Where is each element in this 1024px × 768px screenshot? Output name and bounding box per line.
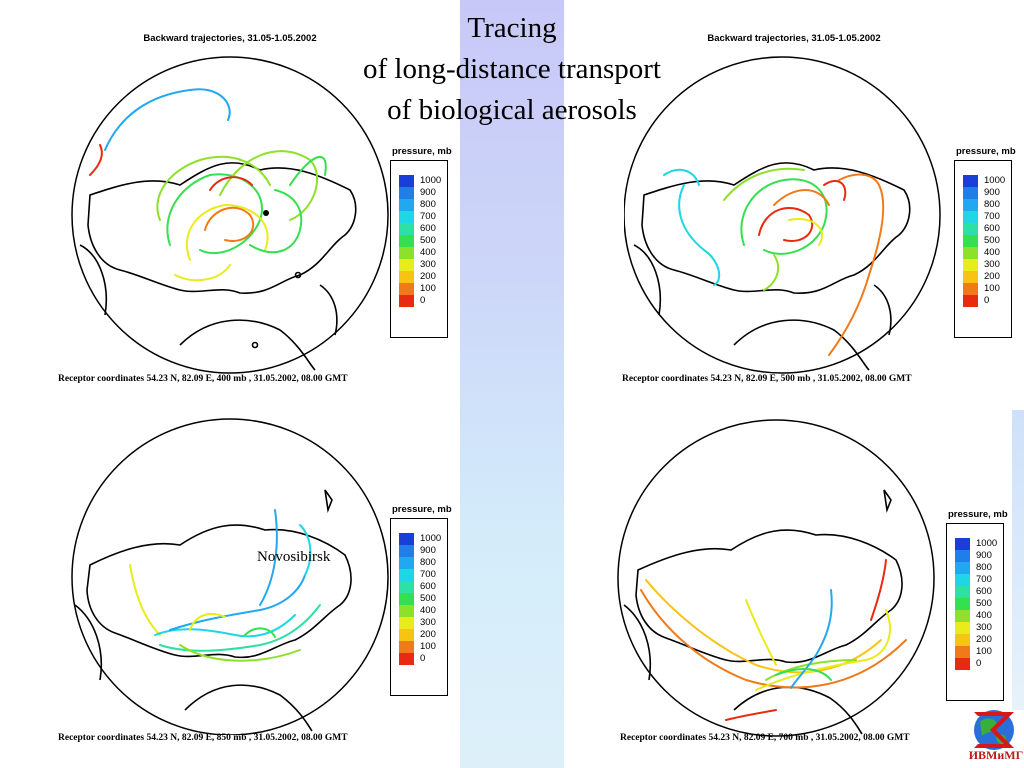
legend-row: 800 [399, 557, 445, 569]
caption-700mb: Receptor coordinates 54.23 N, 82.09 E, 7… [620, 733, 910, 743]
legend-title: pressure, mb [956, 146, 1016, 157]
legend-row: 200 [399, 271, 445, 283]
panel-title: Backward trajectories, 31.05-1.05.2002 [143, 33, 317, 44]
coastlines [79, 162, 357, 371]
legend-row: 1000 [399, 175, 445, 187]
legend-row: 400 [955, 610, 1001, 622]
legend-row: 600 [963, 223, 1009, 235]
coastlines [633, 162, 911, 371]
legend-title: pressure, mb [948, 509, 1008, 520]
legend-title: pressure, mb [392, 146, 452, 157]
legend-row: 800 [963, 199, 1009, 211]
legend-row: 0 [955, 658, 1001, 670]
pressure-legend: 1000 900 800 700 600 500 400 300 200 100… [390, 518, 448, 696]
title-line-2: of long-distance transport [363, 53, 661, 85]
legend-row: 600 [955, 586, 1001, 598]
legend-row: 300 [963, 259, 1009, 271]
legend-row: 0 [399, 295, 445, 307]
trajectories [663, 167, 885, 356]
trajectory-panel-400mb: Backward trajectories, 31.05-1.05.2002 p… [60, 33, 460, 403]
title-line-3: of biological aerosols [387, 94, 637, 126]
legend-row: 800 [399, 199, 445, 211]
legend-row: 500 [963, 235, 1009, 247]
trajectories [129, 509, 321, 662]
legend-row: 100 [399, 641, 445, 653]
legend-row: 400 [399, 247, 445, 259]
legend-row: 300 [955, 622, 1001, 634]
map-boundary-circle [617, 419, 935, 737]
legend-row: 700 [963, 211, 1009, 223]
legend-row: 200 [399, 629, 445, 641]
trajectory-panel-700mb: pressure, mb 1000 900 800 700 600 500 40… [616, 398, 1016, 768]
legend-row: 0 [399, 653, 445, 665]
trajectories [89, 88, 327, 282]
coastlines [623, 489, 903, 735]
trajectory-panel-500mb: Backward trajectories, 31.05-1.05.2002 p… [624, 33, 1024, 403]
legend-row: 100 [955, 646, 1001, 658]
institute-logo-icon [974, 710, 1014, 750]
legend-row: 200 [955, 634, 1001, 646]
legend-row: 100 [963, 283, 1009, 295]
legend-row: 500 [399, 593, 445, 605]
legend-row: 300 [399, 259, 445, 271]
legend-row: 500 [955, 598, 1001, 610]
legend-row: 700 [955, 574, 1001, 586]
institute-logo-text: ИВМиМГ [968, 748, 1024, 762]
caption-850mb: Receptor coordinates 54.23 N, 82.09 E, 8… [58, 733, 348, 743]
legend-title: pressure, mb [392, 504, 452, 515]
legend-row: 400 [399, 605, 445, 617]
legend-row: 700 [399, 569, 445, 581]
panel-title: Backward trajectories, 31.05-1.05.2002 [707, 33, 881, 44]
legend-row: 1000 [955, 538, 1001, 550]
coastlines [74, 489, 352, 732]
caption-500mb: Receptor coordinates 54.23 N, 82.09 E, 5… [622, 374, 912, 384]
pressure-legend: 1000 900 800 700 600 500 400 300 200 100… [390, 160, 448, 338]
legend-row: 400 [963, 247, 1009, 259]
novosibirsk-label: Novosibirsk [257, 549, 331, 565]
legend-row: 600 [399, 581, 445, 593]
polar-map-700mb [617, 419, 935, 737]
map-boundary-circle [71, 56, 389, 374]
legend-row: 700 [399, 211, 445, 223]
trajectories [640, 559, 907, 721]
legend-row: 0 [963, 295, 1009, 307]
legend-row: 600 [399, 223, 445, 235]
legend-row: 500 [399, 235, 445, 247]
page-title: Tracing of long-distance transport of bi… [300, 8, 724, 131]
polar-map-500mb [624, 56, 941, 374]
map-boundary-circle [624, 56, 941, 374]
right-decorative-band [1012, 410, 1024, 710]
polar-map-400mb [71, 56, 389, 374]
legend-row: 1000 [963, 175, 1009, 187]
center-decorative-band [460, 0, 564, 768]
legend-row: 900 [963, 187, 1009, 199]
legend-row: 800 [955, 562, 1001, 574]
legend-row: 900 [399, 545, 445, 557]
title-line-1: Tracing [467, 12, 557, 44]
legend-row: 900 [399, 187, 445, 199]
pressure-legend: 1000 900 800 700 600 500 400 300 200 100… [954, 160, 1012, 338]
legend-row: 300 [399, 617, 445, 629]
map-boundary-circle [71, 418, 389, 735]
legend-row: 1000 [399, 533, 445, 545]
legend-row: 200 [963, 271, 1009, 283]
trajectory-panel-850mb: pressure, mb 1000 900 800 700 600 500 40… [60, 393, 460, 763]
receptor-point [263, 210, 269, 216]
polar-map-850mb [71, 418, 389, 735]
legend-row: 900 [955, 550, 1001, 562]
caption-400mb: Receptor coordinates 54.23 N, 82.09 E, 4… [58, 374, 348, 384]
legend-row: 100 [399, 283, 445, 295]
pressure-legend: 1000 900 800 700 600 500 400 300 200 100… [946, 523, 1004, 701]
